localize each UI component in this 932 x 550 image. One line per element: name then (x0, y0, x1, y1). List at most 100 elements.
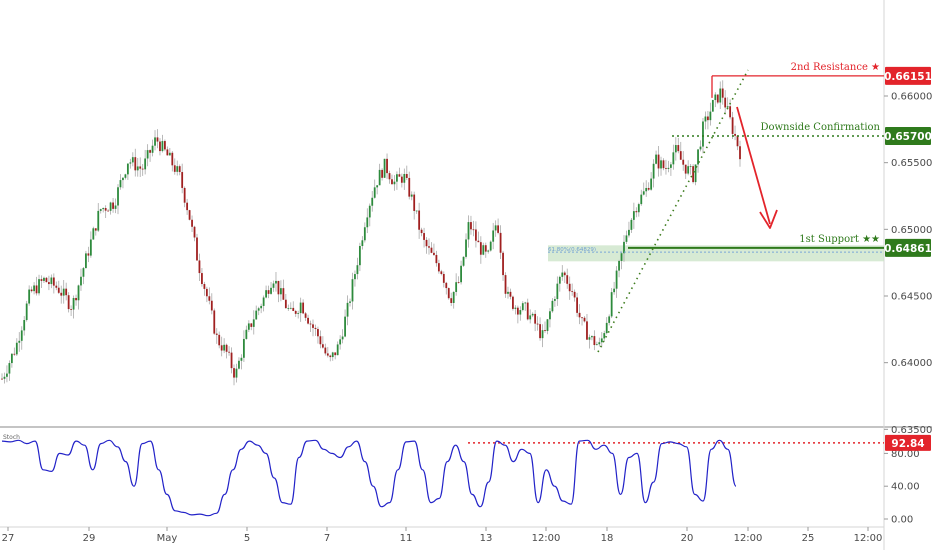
candle-body (479, 242, 482, 255)
candle-body (126, 163, 129, 175)
candle-body (709, 111, 712, 121)
candle-body (561, 272, 564, 277)
candle-body (60, 292, 63, 296)
candle-body (272, 283, 275, 288)
candle-body (358, 245, 361, 266)
candle-body (43, 277, 45, 281)
candle-body (109, 202, 112, 211)
candle-body (210, 300, 213, 311)
candle-body (465, 239, 467, 257)
candle-body (531, 313, 534, 316)
candle-body (242, 338, 245, 358)
candle-body (650, 178, 653, 190)
candle-body (514, 307, 517, 309)
candle-body (255, 310, 258, 320)
candle-body (304, 313, 307, 318)
candle-body (136, 166, 139, 171)
candle-body (99, 209, 102, 211)
stoch-line (1, 439, 737, 517)
candle-body (225, 344, 228, 352)
candle-body (230, 352, 233, 369)
resistance-badge-text: 0.66151 (884, 71, 932, 83)
candle-body (588, 337, 591, 340)
candle-body (156, 137, 159, 142)
candle-body (28, 289, 31, 304)
candle-body (539, 324, 541, 339)
candle-body (376, 185, 379, 188)
candle-body (52, 277, 55, 286)
candle-body (455, 282, 458, 292)
candle-body (637, 204, 640, 213)
projection-arrow-head (759, 209, 778, 229)
candle-body (433, 252, 435, 255)
candle-body (275, 280, 277, 284)
candle-body (368, 205, 371, 218)
candle-body (408, 177, 411, 197)
candle-body (576, 297, 578, 313)
candle-body (640, 194, 643, 205)
candle-body (356, 265, 359, 275)
candle-body (418, 210, 421, 230)
price-tick-label: 0.65000 (891, 225, 932, 236)
candle-body (181, 172, 184, 188)
candle-body (196, 237, 198, 261)
candle-body (247, 323, 250, 330)
candle-body (151, 145, 154, 153)
candle-body (378, 169, 381, 186)
candle-body (321, 344, 324, 348)
candle-body (625, 235, 628, 242)
candle-body (425, 239, 428, 247)
candle-body (600, 338, 603, 343)
resistance-label: 2nd Resistance ★ (791, 62, 880, 73)
candle-body (339, 339, 342, 345)
candle-body (529, 315, 532, 320)
candle-body (97, 210, 100, 231)
candle-body (536, 323, 539, 325)
candle-body (166, 149, 169, 156)
candle-body (630, 219, 633, 230)
candle-body (233, 368, 235, 378)
candle-body (662, 160, 665, 169)
candle-body (215, 333, 218, 335)
candle-body (731, 117, 734, 134)
candle-body (82, 268, 85, 277)
candle-body (739, 146, 741, 160)
candle-body (541, 330, 544, 339)
candle-body (593, 336, 596, 346)
candle-body (326, 353, 329, 356)
candle-body (262, 297, 265, 306)
candle-body (294, 310, 297, 314)
candle-body (657, 154, 660, 169)
candle-body (257, 308, 260, 311)
candle-body (324, 347, 327, 354)
support-badge (885, 238, 931, 257)
time-tick-label: 29 (83, 533, 96, 544)
candle-body (692, 166, 695, 183)
trendline (597, 69, 749, 353)
candle-body (164, 141, 166, 150)
candle-body (581, 317, 583, 319)
candle-body (437, 263, 440, 272)
candle-body (57, 287, 60, 293)
candle-body (400, 176, 403, 183)
candle-body (440, 271, 443, 274)
candle-body (605, 322, 608, 334)
candle-body (354, 274, 356, 280)
candle-body (13, 353, 16, 355)
candle-body (512, 296, 514, 309)
candle-body (114, 205, 117, 209)
candle-body (55, 285, 58, 288)
candle-body (445, 282, 448, 289)
candle-body (124, 174, 127, 178)
candle-body (534, 313, 537, 324)
candle-body (299, 302, 302, 314)
candle-body (655, 154, 657, 164)
candle-body (615, 270, 618, 289)
candle-body (341, 336, 344, 340)
price-tick-label: 0.66000 (891, 92, 932, 103)
candle-body (107, 210, 110, 212)
candle-body (694, 164, 697, 183)
candle-body (149, 150, 151, 153)
candle-body (632, 211, 635, 220)
